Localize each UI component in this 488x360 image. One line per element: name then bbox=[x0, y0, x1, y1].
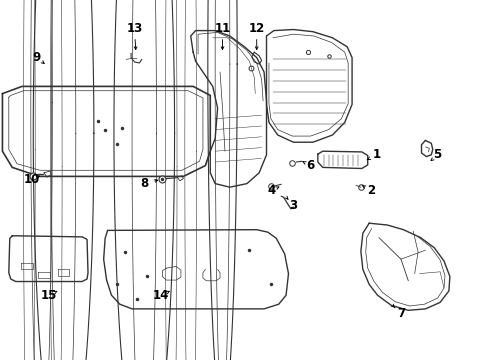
Text: 4: 4 bbox=[267, 184, 275, 197]
Text: 13: 13 bbox=[126, 22, 142, 35]
Text: 8: 8 bbox=[140, 177, 148, 190]
Text: 15: 15 bbox=[41, 289, 57, 302]
Text: 5: 5 bbox=[433, 148, 441, 161]
Text: 2: 2 bbox=[367, 184, 375, 197]
Text: 3: 3 bbox=[289, 199, 297, 212]
Text: 14: 14 bbox=[153, 289, 169, 302]
Text: 12: 12 bbox=[248, 22, 264, 35]
Text: 1: 1 bbox=[372, 148, 380, 161]
Text: 9: 9 bbox=[33, 51, 41, 64]
Text: 7: 7 bbox=[396, 307, 404, 320]
Text: 10: 10 bbox=[23, 174, 40, 186]
Text: 11: 11 bbox=[214, 22, 230, 35]
Text: 6: 6 bbox=[306, 159, 314, 172]
